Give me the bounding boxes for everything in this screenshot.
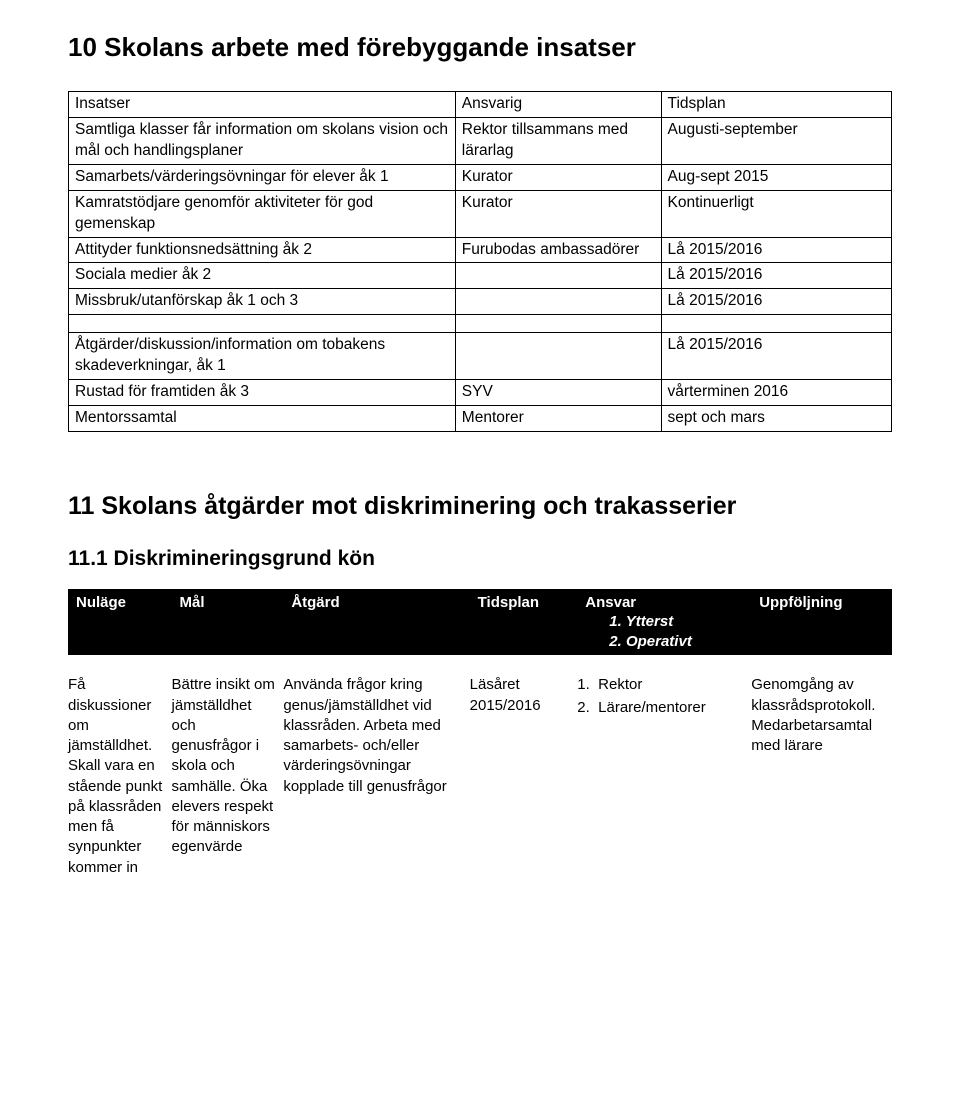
cell: Lå 2015/2016	[661, 263, 891, 289]
table-row: Sociala medier åk 2 Lå 2015/2016	[69, 263, 892, 289]
col-tidsplan: Tidsplan	[661, 92, 891, 118]
cell: SYV	[455, 380, 661, 406]
band-ansvar-sub1: 1. Ytterst	[585, 612, 743, 632]
cell: Lå 2015/2016	[661, 237, 891, 263]
cell-ansvar: 1. Rektor 2. Lärare/mentorer	[577, 675, 751, 878]
cell: Samtliga klasser får information om skol…	[69, 117, 456, 164]
cell: Rustad för framtiden åk 3	[69, 380, 456, 406]
section11-subheading: 11.1 Diskrimineringsgrund kön	[68, 547, 892, 571]
cell-nulage: Få diskussioner om jämställdhet. Skall v…	[68, 675, 172, 878]
table-row: Attityder funktionsnedsättning åk 2 Furu…	[69, 237, 892, 263]
band-ansvar-sub2: 2. Operativt	[585, 632, 743, 652]
criteria-body-table: Få diskussioner om jämställdhet. Skall v…	[68, 675, 892, 878]
cell: Åtgärder/diskussion/information om tobak…	[69, 333, 456, 380]
cell: Sociala medier åk 2	[69, 263, 456, 289]
cell-uppfoljning: Genomgång av klassrådsprotokoll. Medarbe…	[751, 675, 892, 878]
criteria-header-band: Nuläge Mål Åtgärd Tidsplan Ansvar 1. Ytt…	[68, 589, 892, 656]
cell: Attityder funktionsnedsättning åk 2	[69, 237, 456, 263]
cell: vårterminen 2016	[661, 380, 891, 406]
section10-table: Insatser Ansvarig Tidsplan Samtliga klas…	[68, 91, 892, 432]
cell: Augusti-september	[661, 117, 891, 164]
cell: Aug-sept 2015	[661, 164, 891, 190]
table-row: Samtliga klasser får information om skol…	[69, 117, 892, 164]
cell: Kurator	[455, 164, 661, 190]
cell	[455, 333, 661, 380]
cell: Kurator	[455, 190, 661, 237]
col-ansvarig: Ansvarig	[455, 92, 661, 118]
ansvar-val-1: Rektor	[598, 676, 642, 693]
section10-heading: 10 Skolans arbete med förebyggande insat…	[68, 32, 892, 63]
cell-tidsplan: Läsåret 2015/2016	[470, 675, 578, 878]
cell: Furubodas ambassadörer	[455, 237, 661, 263]
cell: Rektor tillsammans med lärarlag	[455, 117, 661, 164]
cell: Samarbets/värderingsövningar för elever …	[69, 164, 456, 190]
band-col-mal: Mål	[172, 589, 284, 656]
band-col-tidsplan: Tidsplan	[470, 589, 578, 656]
table-row: Mentorssamtal Mentorer sept och mars	[69, 406, 892, 432]
table-row: Samarbets/värderingsövningar för elever …	[69, 164, 892, 190]
table-row: Åtgärder/diskussion/information om tobak…	[69, 333, 892, 380]
cell-mal: Bättre insikt om jämställdhet och genusf…	[172, 675, 284, 878]
table-row: Rustad för framtiden åk 3 SYV vårtermine…	[69, 380, 892, 406]
cell: Mentorer	[455, 406, 661, 432]
band-col-ansvar: Ansvar 1. Ytterst 2. Operativt	[577, 589, 751, 656]
cell: sept och mars	[661, 406, 891, 432]
band-col-nulage: Nuläge	[68, 589, 172, 656]
ansvar-num-1: 1.	[577, 676, 590, 693]
cell: Kontinuerligt	[661, 190, 891, 237]
band-ansvar-label: Ansvar	[585, 593, 743, 613]
band-col-atgard: Åtgärd	[283, 589, 469, 656]
table-row: Missbruk/utanförskap åk 1 och 3 Lå 2015/…	[69, 289, 892, 315]
table-header-row: Insatser Ansvarig Tidsplan	[69, 92, 892, 118]
cell: Lå 2015/2016	[661, 333, 891, 380]
ansvar-val-2: Lärare/mentorer	[598, 699, 706, 716]
cell: Lå 2015/2016	[661, 289, 891, 315]
cell	[455, 263, 661, 289]
criteria-row: Få diskussioner om jämställdhet. Skall v…	[68, 675, 892, 878]
cell	[455, 289, 661, 315]
table-spacer-row	[69, 315, 892, 333]
cell: Mentorssamtal	[69, 406, 456, 432]
cell: Kamratstödjare genomför aktiviteter för …	[69, 190, 456, 237]
cell-atgard: Använda frågor kring genus/jämställdhet …	[283, 675, 469, 878]
section11-heading: 11 Skolans åtgärder mot diskriminering o…	[68, 492, 892, 521]
cell: Missbruk/utanförskap åk 1 och 3	[69, 289, 456, 315]
table-row: Kamratstödjare genomför aktiviteter för …	[69, 190, 892, 237]
col-insatser: Insatser	[69, 92, 456, 118]
band-col-uppfoljning: Uppföljning	[751, 589, 892, 656]
page: 10 Skolans arbete med förebyggande insat…	[0, 0, 960, 918]
ansvar-num-2: 2.	[577, 699, 590, 716]
